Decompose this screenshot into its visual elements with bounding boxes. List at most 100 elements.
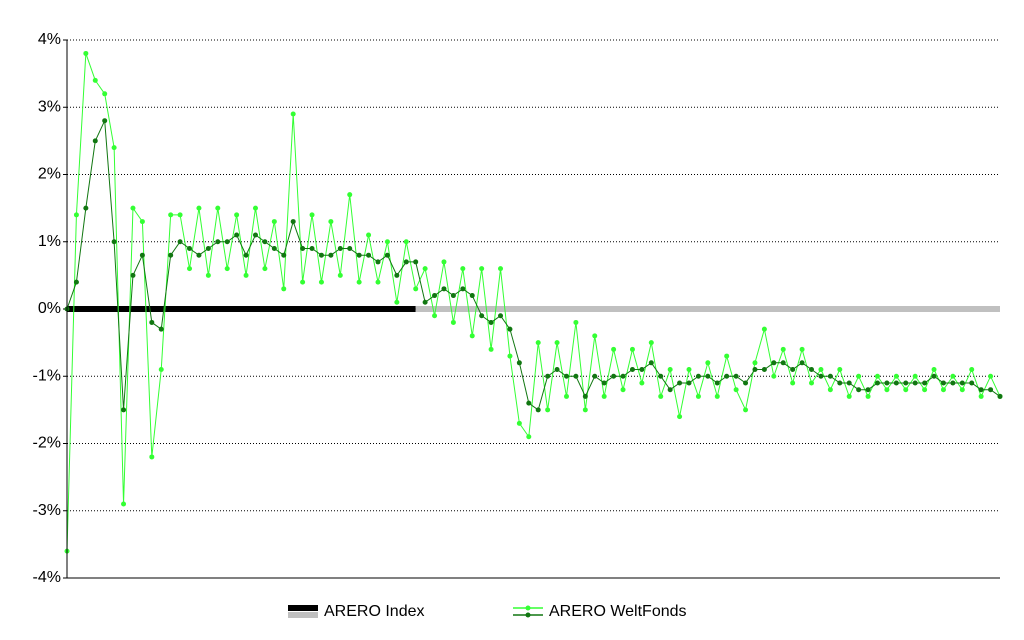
point [196,205,202,211]
point [677,414,683,420]
point [196,252,202,258]
point [384,239,390,245]
point [450,293,456,299]
y-tick-label: -1% [33,367,61,384]
point [252,205,258,211]
point [629,346,635,352]
point [639,367,645,373]
point [158,367,164,373]
point [83,50,89,56]
point [234,232,240,238]
point [215,239,221,245]
point [158,326,164,332]
point [959,387,965,393]
point [281,286,287,292]
point [771,373,777,379]
point [705,360,711,366]
point [922,387,928,393]
point [337,272,343,278]
point [516,420,522,426]
point [290,111,296,117]
point [498,313,504,319]
point [488,346,494,352]
y-tick-label: 0% [38,300,61,317]
point [611,346,617,352]
point [187,245,193,251]
point [205,272,211,278]
point [149,454,155,460]
point [940,380,946,386]
point [300,245,306,251]
point [498,266,504,272]
point [592,373,598,379]
point [554,340,560,346]
point [677,380,683,386]
point [516,360,522,366]
point [526,434,532,440]
point [234,212,240,218]
point [139,219,145,225]
point [215,205,221,211]
point [733,387,739,393]
point [300,279,306,285]
point [922,380,928,386]
point [809,367,815,373]
point [252,232,258,238]
point [978,387,984,393]
point [582,407,588,413]
legend-label: ARERO Index [324,603,424,620]
point [846,393,852,399]
series-line [66,118,1001,411]
point [121,501,127,507]
point [422,266,428,272]
point [931,367,937,373]
point [535,340,541,346]
point [73,212,79,218]
point [893,380,899,386]
point [611,373,617,379]
point [130,272,136,278]
point [733,373,739,379]
point [743,380,749,386]
point [262,239,268,245]
point [356,279,362,285]
point [969,380,975,386]
point [724,353,730,359]
point [573,373,579,379]
point [997,393,1003,399]
point [92,138,98,144]
point [271,245,277,251]
point [695,393,701,399]
point [413,259,419,265]
point [356,252,362,258]
point [629,367,635,373]
point [724,373,730,379]
point [969,367,975,373]
point [818,373,824,379]
point [648,360,654,366]
point [554,367,560,373]
y-tick-label: 3% [38,98,61,115]
legend-marker [525,605,531,611]
point [403,259,409,265]
point [441,286,447,292]
point [111,239,117,245]
point [224,239,230,245]
point [224,266,230,272]
point [893,373,899,379]
point [479,313,485,319]
point [582,393,588,399]
point [761,367,767,373]
point [83,205,89,211]
point [243,252,249,258]
point [545,373,551,379]
point [177,239,183,245]
point [290,219,296,225]
point [809,380,815,386]
point [479,266,485,272]
point [950,380,956,386]
point [469,293,475,299]
point [177,212,183,218]
point [884,380,890,386]
point [384,252,390,258]
